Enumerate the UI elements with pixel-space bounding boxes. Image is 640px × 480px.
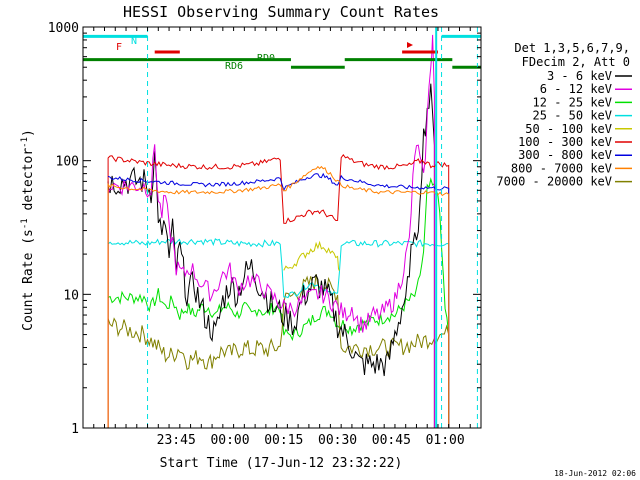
y-tick-label: 1000	[48, 21, 79, 36]
legend-label: 7000 - 20000 keV	[496, 175, 612, 189]
x-tick-label: 00:30	[318, 433, 357, 448]
x-tick-label: 01:00	[426, 433, 465, 448]
series-line-800-7000-kev	[107, 165, 450, 428]
series-line-3-6-kev	[107, 83, 435, 428]
legend-header-line: Det 1,3,5,6,7,9,	[514, 41, 630, 55]
x-axis-label: Start Time (17-Jun-12 23:32:22)	[160, 456, 403, 471]
y-tick-label: 10	[63, 288, 79, 303]
legend-header-line: FDecim 2, Att 0	[522, 55, 630, 69]
legend-label: 3 - 6 keV	[547, 69, 612, 83]
series-line-50-100-kev	[283, 240, 340, 271]
y-tick-label: 100	[56, 155, 79, 170]
chart-title: HESSI Observing Summary Count Rates	[123, 3, 439, 21]
legend-label: 12 - 25 keV	[533, 95, 612, 109]
plot-area	[107, 34, 450, 428]
flare-marker-icon	[407, 42, 413, 48]
footer-date: 18-Jun-2012 02:06	[554, 469, 636, 478]
y-axis-label-part3: )	[21, 129, 36, 137]
annotation-f: F	[116, 42, 122, 53]
series-line-6-12-kev	[107, 34, 435, 428]
series-group	[107, 34, 450, 428]
series-line-300-800-kev	[107, 172, 450, 428]
y-axis-label: Count Rate (s-1 detector-1)	[20, 129, 36, 331]
y-axis-label-part1: Count Rate (s	[21, 229, 36, 331]
legend-label: 800 - 7000 keV	[511, 161, 612, 175]
x-tick-label: 00:45	[372, 433, 411, 448]
y-axis-label-part2: detector	[21, 148, 36, 219]
annotation-rd0: RD0	[257, 53, 275, 64]
annotation-n: N	[131, 36, 137, 47]
legend-label: 6 - 12 keV	[540, 82, 612, 96]
series-line-25-50-kev	[107, 238, 450, 428]
annotation-rd6: RD6	[225, 61, 243, 72]
x-tick-label: 23:45	[157, 433, 196, 448]
y-tick-label: 1	[71, 422, 79, 437]
series-line-100-300-kev	[107, 153, 450, 428]
legend-label: 25 - 50 keV	[533, 109, 612, 123]
legend-label: 50 - 100 keV	[525, 122, 612, 136]
y-axis-label-sup1: -1	[20, 218, 30, 229]
annotations: NF RD0 RD6	[83, 27, 481, 428]
x-tick-label: 00:00	[210, 433, 249, 448]
legend-label: 100 - 300 keV	[518, 135, 612, 149]
legend: Det 1,3,5,6,7,9,FDecim 2, Att 03 - 6 keV…	[496, 41, 632, 189]
y-axis-label-sup2: -1	[20, 137, 30, 148]
legend-label: 300 - 800 keV	[518, 148, 612, 162]
x-tick-label: 00:15	[264, 433, 303, 448]
plot-frame	[82, 26, 482, 429]
axes: 1 10 100 1000 23:45 00:00 00:15 00:30 00:45 01:00	[48, 21, 482, 448]
